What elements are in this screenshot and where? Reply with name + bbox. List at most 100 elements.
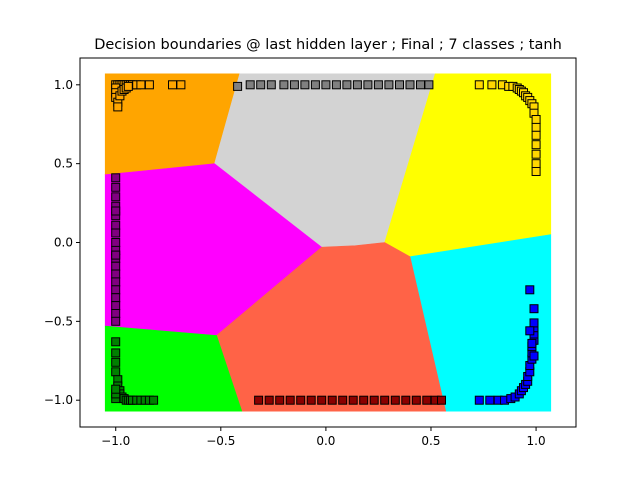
- chart-title: Decision boundaries @ last hidden layer …: [94, 37, 562, 53]
- data-point: [111, 250, 121, 260]
- data-point: [111, 337, 121, 347]
- data-point: [317, 395, 327, 405]
- data-point: [300, 80, 310, 90]
- data-point: [111, 348, 121, 358]
- data-point: [279, 80, 289, 90]
- data-point: [529, 351, 539, 361]
- data-point: [111, 309, 121, 318]
- data-point: [310, 80, 320, 90]
- data-point: [111, 269, 121, 279]
- data-point: [474, 395, 484, 405]
- data-point: [264, 395, 274, 405]
- data-point: [531, 159, 541, 169]
- data-points: [111, 80, 541, 405]
- data-point: [111, 367, 121, 377]
- class-3-points: [474, 80, 541, 176]
- data-point: [390, 395, 400, 405]
- data-point: [529, 318, 539, 328]
- class-4-points: [111, 173, 121, 326]
- x-tick-label: 0.0: [316, 434, 335, 448]
- data-point: [525, 285, 535, 295]
- data-point: [168, 80, 177, 90]
- y-tick-label: 0.5: [54, 157, 73, 171]
- data-point: [395, 80, 404, 90]
- data-point: [256, 80, 266, 90]
- data-point: [289, 80, 299, 90]
- data-point: [405, 80, 415, 90]
- data-point: [111, 293, 121, 303]
- data-point: [411, 395, 421, 405]
- data-point: [487, 80, 497, 90]
- data-point: [233, 81, 243, 91]
- data-point: [424, 80, 434, 90]
- data-point: [474, 80, 484, 90]
- y-axis: 1.0 0.5 0.0 −0.5 −1.0: [44, 78, 80, 407]
- data-point: [149, 395, 159, 405]
- data-point: [144, 80, 154, 90]
- data-point: [306, 395, 316, 405]
- data-point: [111, 173, 121, 183]
- data-point: [275, 395, 285, 405]
- data-point: [359, 395, 369, 405]
- decision-regions: [104, 73, 552, 412]
- x-axis: −1.0 −0.5 0.0 0.5 1.0: [101, 427, 546, 448]
- data-point: [136, 80, 146, 90]
- x-tick-label: −1.0: [101, 434, 130, 448]
- data-point: [176, 80, 186, 90]
- data-point: [531, 140, 541, 150]
- class-1-points: [111, 80, 186, 112]
- data-point: [525, 326, 535, 336]
- data-point: [111, 301, 121, 311]
- data-point: [527, 338, 537, 348]
- data-point: [113, 102, 123, 112]
- data-point: [111, 285, 121, 295]
- y-tick-label: 0.0: [54, 236, 73, 250]
- data-point: [369, 395, 379, 405]
- data-point: [401, 395, 411, 405]
- decision-region-7: [104, 325, 243, 412]
- data-point: [111, 220, 121, 230]
- data-point: [321, 80, 331, 90]
- data-point: [531, 149, 541, 159]
- data-point: [529, 304, 539, 314]
- data-point: [531, 167, 541, 176]
- data-point: [111, 277, 121, 287]
- data-point: [352, 80, 362, 90]
- data-point: [437, 395, 446, 405]
- data-point: [123, 81, 133, 91]
- data-point: [380, 395, 390, 405]
- data-point: [348, 395, 358, 405]
- data-point: [373, 80, 383, 90]
- data-point: [363, 80, 373, 90]
- y-tick-label: −1.0: [44, 393, 73, 407]
- data-point: [111, 228, 121, 238]
- data-point: [285, 395, 295, 405]
- data-point: [111, 316, 121, 326]
- data-point: [296, 395, 306, 405]
- class-6-points: [254, 395, 446, 405]
- data-point: [111, 238, 121, 247]
- class-2-points: [233, 80, 434, 91]
- data-point: [111, 357, 121, 367]
- data-point: [531, 122, 541, 132]
- data-point: [111, 261, 121, 271]
- data-point: [338, 395, 348, 405]
- data-point: [245, 80, 255, 90]
- data-point: [111, 192, 121, 202]
- data-point: [342, 80, 352, 90]
- y-tick-label: −0.5: [44, 314, 73, 328]
- data-point: [254, 395, 264, 405]
- data-point: [111, 182, 121, 192]
- data-point: [485, 395, 495, 405]
- data-point: [331, 80, 341, 90]
- y-tick-label: 1.0: [54, 78, 73, 92]
- data-point: [531, 115, 541, 124]
- class-5-points: [474, 285, 539, 405]
- data-point: [111, 206, 121, 216]
- data-point: [327, 395, 337, 405]
- x-tick-label: 1.0: [527, 434, 546, 448]
- data-point: [266, 80, 276, 90]
- x-tick-label: −0.5: [206, 434, 235, 448]
- data-point: [531, 130, 541, 140]
- data-point: [422, 395, 432, 405]
